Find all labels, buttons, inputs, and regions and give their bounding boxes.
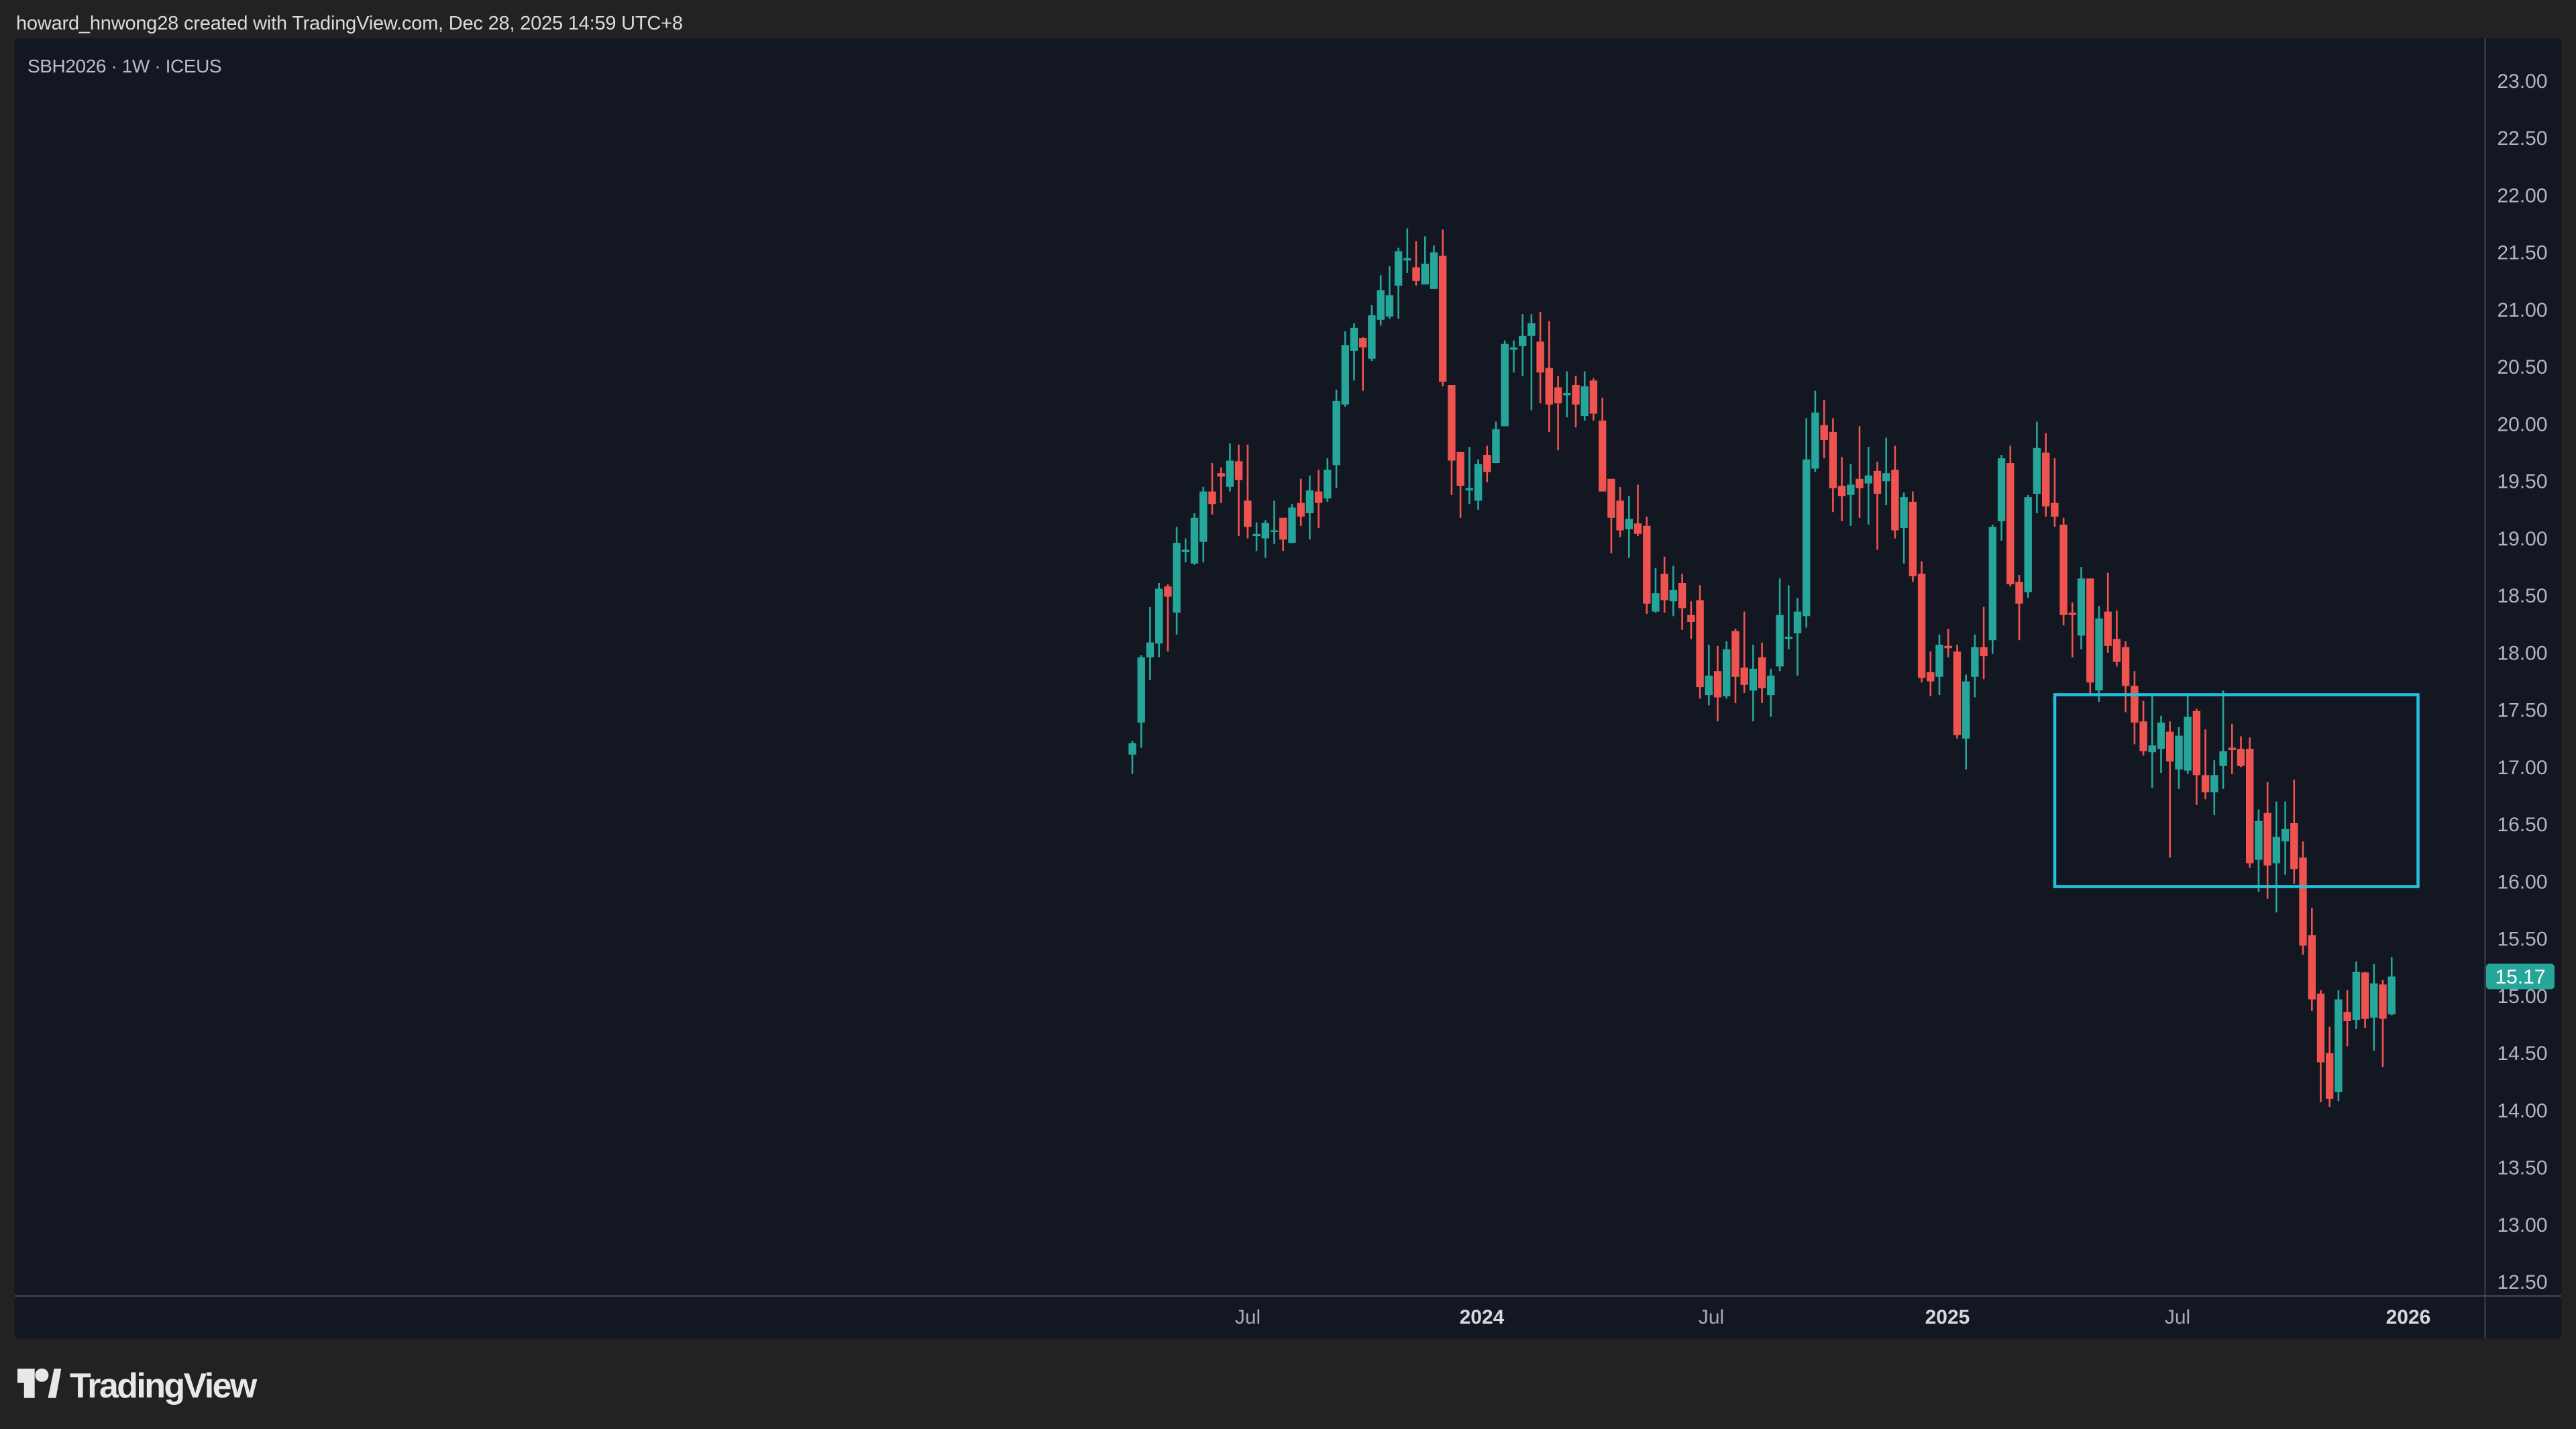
svg-text:2024: 2024 [1460, 1306, 1505, 1328]
svg-text:18.50: 18.50 [2497, 585, 2547, 607]
svg-text:15.50: 15.50 [2497, 929, 2547, 951]
svg-text:19.50: 19.50 [2497, 471, 2547, 493]
svg-text:22.00: 22.00 [2497, 185, 2547, 207]
svg-text:17.00: 17.00 [2497, 757, 2547, 779]
svg-text:Jul: Jul [1235, 1306, 1260, 1328]
svg-text:13.00: 13.00 [2497, 1214, 2547, 1236]
svg-text:21.00: 21.00 [2497, 299, 2547, 321]
svg-text:12.50: 12.50 [2497, 1271, 2547, 1293]
svg-text:16.50: 16.50 [2497, 814, 2547, 836]
svg-text:14.00: 14.00 [2497, 1100, 2547, 1122]
svg-text:TradingView: TradingView [70, 1367, 258, 1406]
svg-text:16.00: 16.00 [2497, 871, 2547, 894]
svg-text:Jul: Jul [2165, 1306, 2190, 1328]
svg-text:13.50: 13.50 [2497, 1157, 2547, 1179]
svg-text:20.50: 20.50 [2497, 356, 2547, 378]
svg-text:15.17: 15.17 [2495, 966, 2545, 988]
svg-text:20.00: 20.00 [2497, 414, 2547, 436]
svg-text:2026: 2026 [2386, 1306, 2431, 1328]
svg-text:23.00: 23.00 [2497, 70, 2547, 93]
svg-text:17.50: 17.50 [2497, 700, 2547, 722]
svg-text:2025: 2025 [1925, 1306, 1970, 1328]
svg-text:19.00: 19.00 [2497, 528, 2547, 550]
svg-text:21.50: 21.50 [2497, 242, 2547, 264]
svg-text:14.50: 14.50 [2497, 1043, 2547, 1065]
svg-text:howard_hnwong28 created with T: howard_hnwong28 created with TradingView… [16, 13, 683, 34]
svg-text:22.50: 22.50 [2497, 127, 2547, 150]
svg-text:Jul: Jul [1699, 1306, 1724, 1328]
svg-text:SBH2026 · 1W · ICEUS: SBH2026 · 1W · ICEUS [28, 56, 221, 76]
svg-text:18.00: 18.00 [2497, 643, 2547, 665]
